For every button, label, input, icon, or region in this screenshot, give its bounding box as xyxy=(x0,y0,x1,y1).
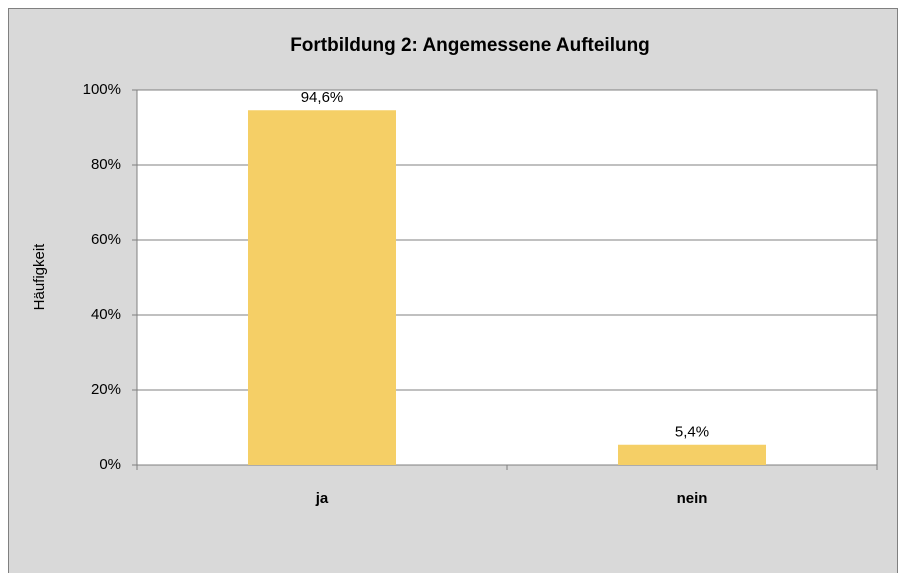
y-tick-label: 20% xyxy=(91,381,121,398)
data-label: 94,6% xyxy=(301,89,344,106)
x-tick-label: nein xyxy=(677,490,708,507)
y-tick-label: 60% xyxy=(91,231,121,248)
data-label: 5,4% xyxy=(675,424,709,441)
y-tick-label: 80% xyxy=(91,156,121,173)
y-tick-label: 100% xyxy=(83,81,121,98)
bar xyxy=(618,444,766,465)
x-tick-label: ja xyxy=(315,490,329,507)
bar xyxy=(248,110,396,465)
y-tick-label: 0% xyxy=(99,456,121,473)
y-tick-label: 40% xyxy=(91,306,121,323)
chart-title: Fortbildung 2: Angemessene Aufteilung xyxy=(290,35,650,56)
y-axis-label: Häufigkeit xyxy=(31,243,48,311)
